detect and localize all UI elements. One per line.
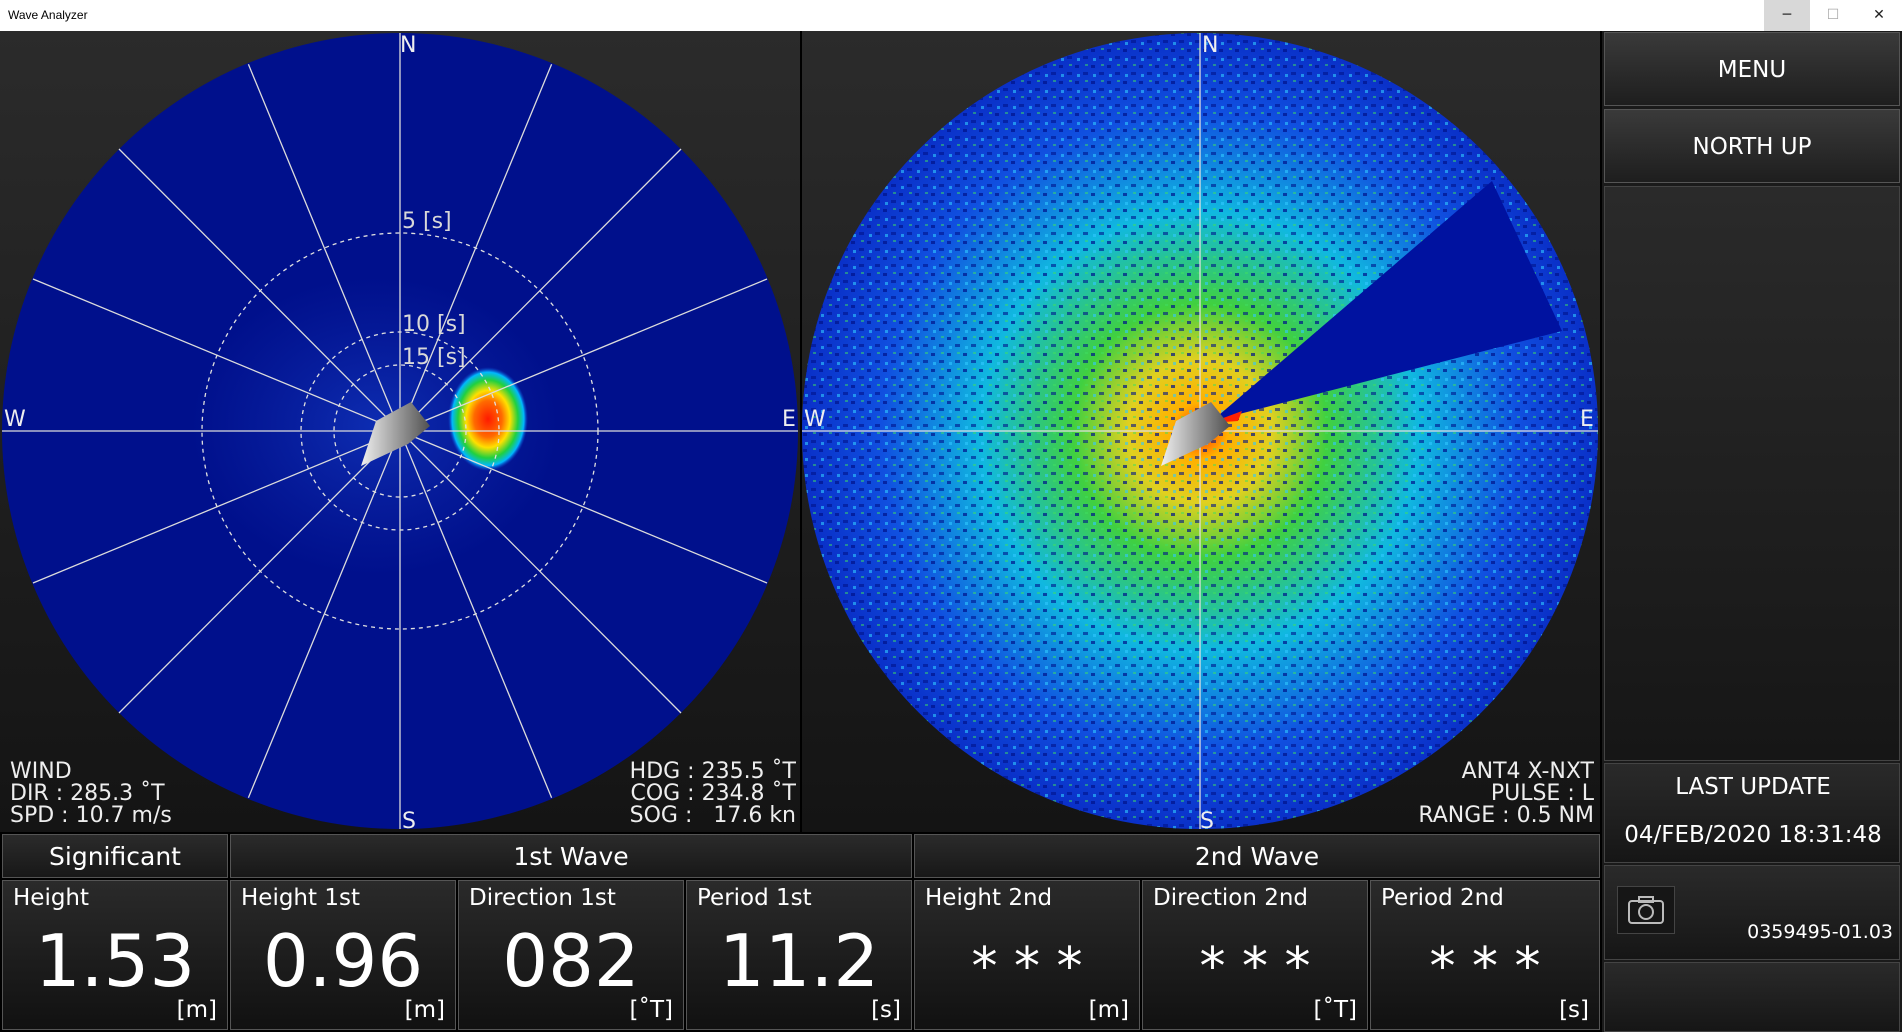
cell-value: 11.2 <box>718 919 880 1003</box>
wind-title: WIND <box>10 759 72 784</box>
sidebar-bottom-blank <box>1604 962 1900 1032</box>
cell-unit: [m] <box>404 997 445 1023</box>
app-body: N S E W 5 [s] 10 [s] 15 [s] WIND DIR : 2… <box>0 31 1902 1032</box>
significant-height-cell: Height 1.53 [m] <box>2 880 228 1030</box>
header-2nd-wave: 2nd Wave <box>914 834 1600 878</box>
radar-info: ANT4 X-NXT PULSE : L RANGE : 0.5 NM <box>1418 761 1594 827</box>
wind-speed: SPD : 10.7 m/s <box>10 803 172 828</box>
menu-button[interactable]: MENU <box>1604 32 1900 106</box>
period-2nd-cell: Period 2nd * * * [s] <box>1370 880 1600 1030</box>
cell-label: Height 1st <box>241 885 360 911</box>
sidebar: MENU NORTH UP LAST UPDATE 04/FEB/2020 18… <box>1602 31 1902 1032</box>
ring-label-5s: 5 [s] <box>402 209 452 234</box>
cell-label: Period 2nd <box>1381 885 1504 911</box>
software-version: 0359495-01.03 <box>1747 921 1893 943</box>
radar-east-label: E <box>1580 407 1594 432</box>
radar-shadow-sector <box>1212 181 1562 421</box>
cell-label: Direction 2nd <box>1153 885 1309 911</box>
wave-spectrum-plot[interactable] <box>0 31 800 832</box>
radar-echo-panel: N S E W ANT4 X-NXT PULSE : L RANGE : 0.5… <box>802 31 1600 834</box>
wave-readouts: Significant 1st Wave 2nd Wave Height 1.5… <box>0 832 1602 1032</box>
cell-value: 1.53 <box>34 919 196 1003</box>
wave-spectrum-panel: N S E W 5 [s] 10 [s] 15 [s] WIND DIR : 2… <box>0 31 800 834</box>
cell-unit: [˚T] <box>1313 997 1358 1023</box>
south-label: S <box>402 809 416 834</box>
screenshot-panel: 0359495-01.03 <box>1604 865 1900 960</box>
height-2nd-cell: Height 2nd * * * [m] <box>914 880 1140 1030</box>
radar-south-label: S <box>1200 809 1214 834</box>
cell-unit: [m] <box>1088 997 1129 1023</box>
header-1st-wave: 1st Wave <box>230 834 912 878</box>
ring-label-15s: 15 [s] <box>402 345 466 370</box>
north-up-button[interactable]: NORTH UP <box>1604 109 1900 183</box>
period-rings <box>201 232 599 630</box>
cell-label: Height <box>13 885 90 911</box>
ring-label-10s: 10 [s] <box>402 312 466 337</box>
sidebar-blank-area <box>1604 186 1900 761</box>
cog-readout: COG : 234.8 ˚T <box>630 781 796 806</box>
last-update-date: 04/FEB/2020 18:31:48 <box>1624 822 1882 848</box>
cell-value: * * * <box>1429 937 1541 997</box>
range-readout: RANGE : 0.5 NM <box>1418 803 1594 828</box>
cell-value: * * * <box>1199 937 1311 997</box>
sog-readout: SOG : 17.6 kn <box>629 803 796 828</box>
height-1st-cell: Height 1st 0.96 [m] <box>230 880 456 1030</box>
maximize-button[interactable]: ☐ <box>1826 7 1840 23</box>
radar-echo-plot[interactable] <box>802 31 1600 832</box>
pulse-readout: PULSE : L <box>1490 781 1594 806</box>
last-update-panel: LAST UPDATE 04/FEB/2020 18:31:48 <box>1604 763 1900 863</box>
cell-unit: [m] <box>176 997 217 1023</box>
cell-label: Height 2nd <box>925 885 1053 911</box>
cell-unit: [s] <box>871 997 901 1023</box>
cell-unit: [˚T] <box>629 997 674 1023</box>
radar-ship-icon <box>1161 402 1230 466</box>
west-label: W <box>4 407 26 432</box>
heading-readout: HDG : 235.5 ˚T <box>629 759 796 784</box>
direction-2nd-cell: Direction 2nd * * * [˚T] <box>1142 880 1368 1030</box>
close-button[interactable]: ✕ <box>1873 7 1885 23</box>
cell-label: Direction 1st <box>469 885 616 911</box>
east-label: E <box>782 407 796 432</box>
direction-1st-cell: Direction 1st 082 [˚T] <box>458 880 684 1030</box>
cell-value: 0.96 <box>262 919 424 1003</box>
minimize-button[interactable]: ─ <box>1764 0 1810 31</box>
wind-info: WIND DIR : 285.3 ˚T SPD : 10.7 m/s <box>10 761 172 827</box>
period-1st-cell: Period 1st 11.2 [s] <box>686 880 912 1030</box>
nav-info: HDG : 235.5 ˚T COG : 234.8 ˚T SOG : 17.6… <box>630 761 796 827</box>
title-bar: Wave Analyzer ─ ☐ ✕ <box>0 0 1902 31</box>
cell-unit: [s] <box>1559 997 1589 1023</box>
cell-label: Period 1st <box>697 885 812 911</box>
wind-direction: DIR : 285.3 ˚T <box>10 781 165 806</box>
ship-icon <box>361 402 430 466</box>
spectrum-peak <box>448 367 528 471</box>
cell-value: 082 <box>502 919 640 1003</box>
antenna-readout: ANT4 X-NXT <box>1461 759 1594 784</box>
camera-icon[interactable] <box>1617 886 1675 934</box>
cell-value: * * * <box>971 937 1083 997</box>
north-label: N <box>400 33 417 58</box>
header-significant: Significant <box>2 834 228 878</box>
window-title: Wave Analyzer <box>8 8 88 22</box>
radar-north-label: N <box>1202 33 1219 58</box>
last-update-title: LAST UPDATE <box>1675 774 1831 800</box>
radar-west-label: W <box>804 407 826 432</box>
